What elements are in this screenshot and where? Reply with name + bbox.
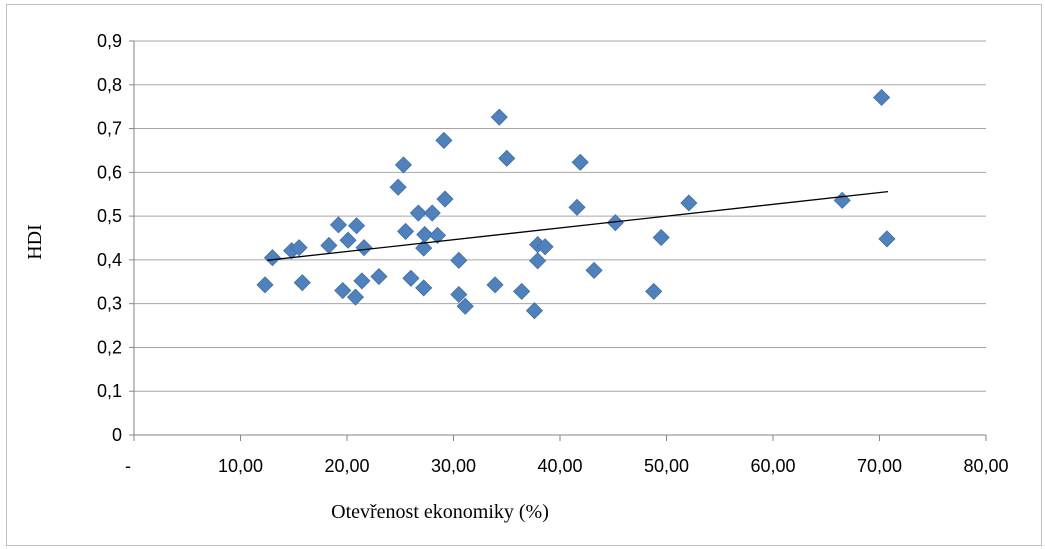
data-point [529, 252, 547, 270]
x-tick-label: 80,00 [963, 456, 1008, 476]
gridlines [134, 40, 986, 392]
data-point [397, 222, 415, 240]
data-point [415, 279, 433, 297]
data-point [878, 230, 896, 248]
data-point [355, 239, 373, 257]
x-tick-label: 50,00 [644, 456, 689, 476]
y-tick-label: 0,9 [97, 31, 122, 51]
data-point [436, 190, 454, 208]
data-points [256, 88, 896, 320]
data-point [346, 288, 365, 306]
chart-frame: - 10,00 20,00 30,00 40,00 50,00 60,00 70,00 80,0… [6, 4, 1042, 546]
data-point [571, 153, 589, 171]
data-point [606, 214, 624, 232]
data-point [329, 216, 348, 234]
data-point [339, 231, 357, 249]
data-point [334, 281, 352, 300]
data-point [680, 194, 698, 212]
data-point [435, 131, 453, 149]
y-tick-labels: 0 0,1 0,2 0,3 0,4 0,5 0,6 0,7 0,8 0,9 [97, 31, 122, 445]
data-point [833, 191, 851, 209]
y-tick-label: 0 [112, 425, 122, 445]
y-tick-label: 0,8 [97, 75, 122, 95]
data-point [394, 156, 413, 174]
data-point [389, 178, 407, 196]
data-point [652, 228, 670, 247]
data-point [498, 149, 516, 167]
x-tick-label: 60,00 [750, 456, 795, 476]
scatter-chart: - 10,00 20,00 30,00 40,00 50,00 60,00 70,00 80,0… [24, 31, 1009, 523]
data-point [256, 276, 274, 294]
y-axis-title: HDI [24, 224, 46, 260]
x-tick-label: 70,00 [857, 456, 902, 476]
data-point [525, 302, 544, 320]
x-tick-labels: - 10,00 20,00 30,00 40,00 50,00 60,00 70,00 80,0… [125, 456, 1009, 476]
data-point [402, 269, 420, 287]
data-point [490, 108, 508, 126]
data-point [536, 238, 554, 256]
data-point [428, 226, 447, 244]
data-point [263, 249, 282, 267]
x-tick-label: 20,00 [324, 456, 369, 476]
data-point [513, 282, 531, 300]
y-tick-label: 0,4 [97, 250, 122, 270]
y-tick-label: 0,5 [97, 206, 122, 226]
x-tick-label: 40,00 [537, 456, 582, 476]
data-point [456, 297, 474, 315]
data-point [568, 198, 586, 216]
trendline-group [267, 190, 889, 261]
y-tick-label: 0,7 [97, 119, 122, 139]
data-point [645, 282, 663, 300]
data-point [370, 267, 388, 286]
y-tick-label: 0,2 [97, 337, 122, 357]
y-tick-label: 0,3 [97, 294, 122, 314]
x-tick-label: 30,00 [431, 456, 476, 476]
data-point [290, 239, 308, 257]
data-point [423, 204, 441, 222]
axes [129, 40, 987, 441]
data-point [450, 251, 468, 269]
data-point [486, 276, 504, 294]
data-point [873, 88, 891, 107]
data-point [320, 236, 338, 255]
y-tick-label: 0,1 [97, 381, 122, 401]
x-tick-label: - [125, 456, 131, 476]
x-tick-label: 10,00 [218, 456, 263, 476]
data-point [585, 261, 603, 279]
x-axis-title: Otevřenost ekonomiky (%) [331, 501, 549, 523]
data-point [450, 285, 468, 304]
data-point [348, 217, 366, 235]
data-point [293, 274, 311, 292]
y-tick-label: 0,6 [97, 162, 122, 182]
data-point [353, 272, 371, 290]
trendline [267, 190, 889, 261]
data-point [409, 204, 427, 222]
